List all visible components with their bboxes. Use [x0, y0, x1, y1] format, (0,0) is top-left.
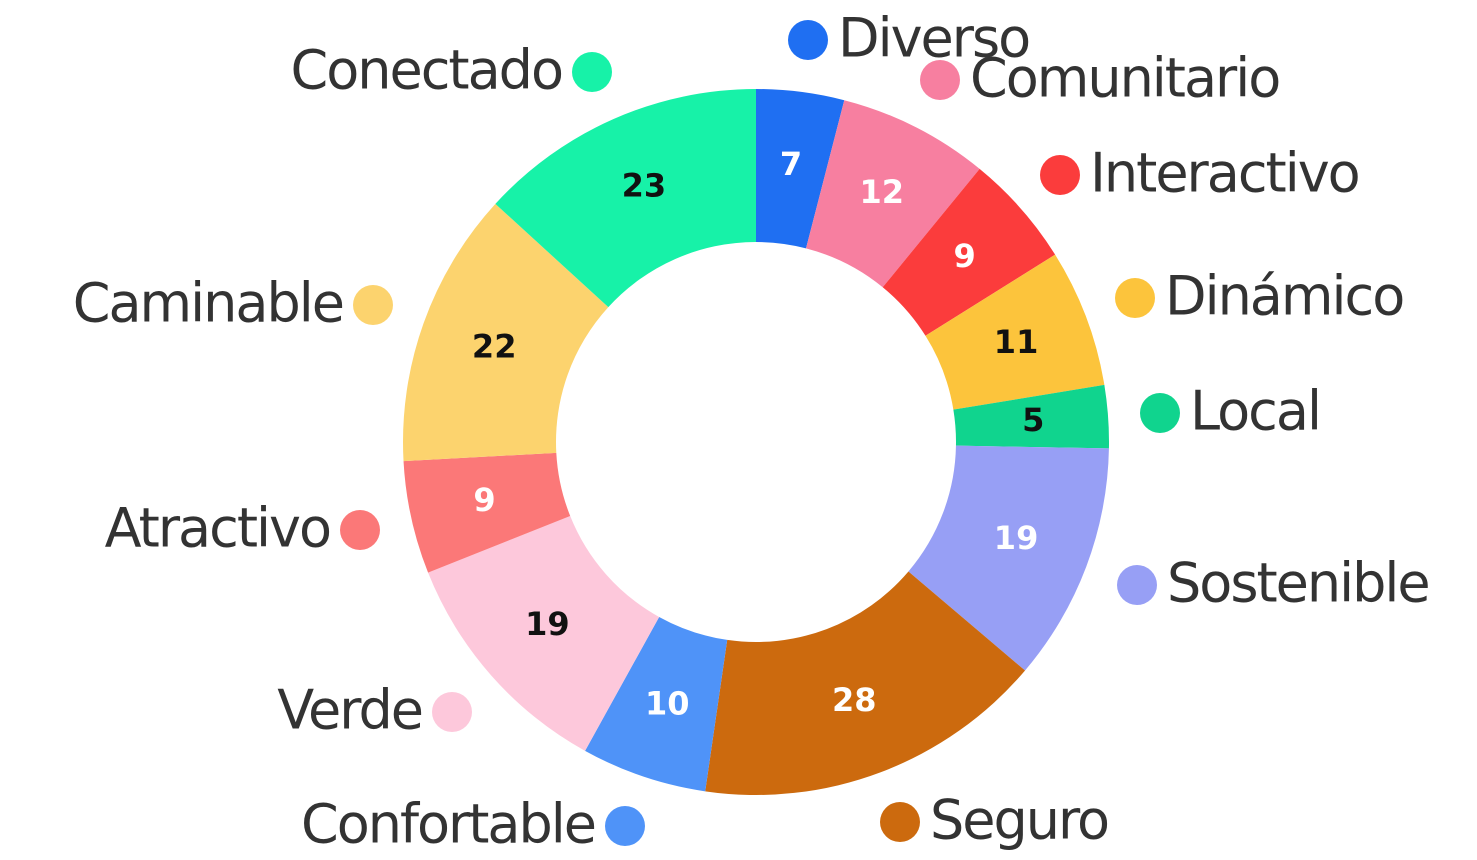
legend-label: Local: [1190, 380, 1320, 443]
legend-marker: [880, 802, 920, 842]
value-label: 7: [780, 145, 802, 183]
value-label: 23: [622, 167, 667, 205]
legend-marker: [920, 60, 960, 100]
legend-marker: [1040, 155, 1080, 195]
value-label: 19: [525, 605, 570, 643]
donut-slice: [705, 571, 1026, 795]
legend-marker: [353, 285, 393, 325]
value-label: 22: [472, 327, 517, 365]
legend-marker: [572, 52, 612, 92]
value-label: 28: [832, 681, 877, 719]
legend-marker: [1117, 565, 1157, 605]
value-label: 9: [953, 237, 975, 275]
legend-label: Caminable: [73, 272, 343, 335]
value-label: 19: [994, 519, 1039, 557]
legend-marker: [340, 510, 380, 550]
value-label: 10: [645, 684, 690, 722]
donut-slice: [495, 89, 756, 308]
donut-slice: [403, 203, 609, 462]
legend-label: Conectado: [291, 39, 562, 102]
legend-label: Diverso: [838, 7, 1029, 70]
legend-label: Dinámico: [1165, 265, 1403, 328]
legend-marker: [1140, 393, 1180, 433]
legend-label: Confortable: [301, 793, 595, 856]
legend-label: Comunitario: [970, 47, 1279, 110]
donut-slice: [428, 516, 660, 751]
donut-slice: [806, 100, 980, 288]
donut-slice: [882, 168, 1056, 336]
donut-slice: [403, 452, 571, 573]
donut-slice: [756, 89, 845, 249]
legend-marker: [788, 20, 828, 60]
legend-label: Sostenible: [1167, 552, 1429, 615]
value-label: 11: [994, 323, 1039, 361]
value-label: 5: [1022, 401, 1044, 439]
value-label: 9: [473, 481, 495, 519]
legend-marker: [432, 692, 472, 732]
legend-marker: [605, 806, 645, 846]
legend-label: Verde: [277, 679, 422, 742]
legend-label: Seguro: [930, 789, 1108, 852]
donut-slice: [925, 254, 1105, 410]
legend-marker: [1115, 278, 1155, 318]
value-label: 12: [859, 173, 904, 211]
donut-slice: [908, 445, 1109, 671]
donut-slice: [953, 384, 1110, 449]
donut-slice: [585, 616, 728, 792]
legend-label: Interactivo: [1090, 142, 1359, 205]
legend-label: Atractivo: [105, 497, 330, 560]
